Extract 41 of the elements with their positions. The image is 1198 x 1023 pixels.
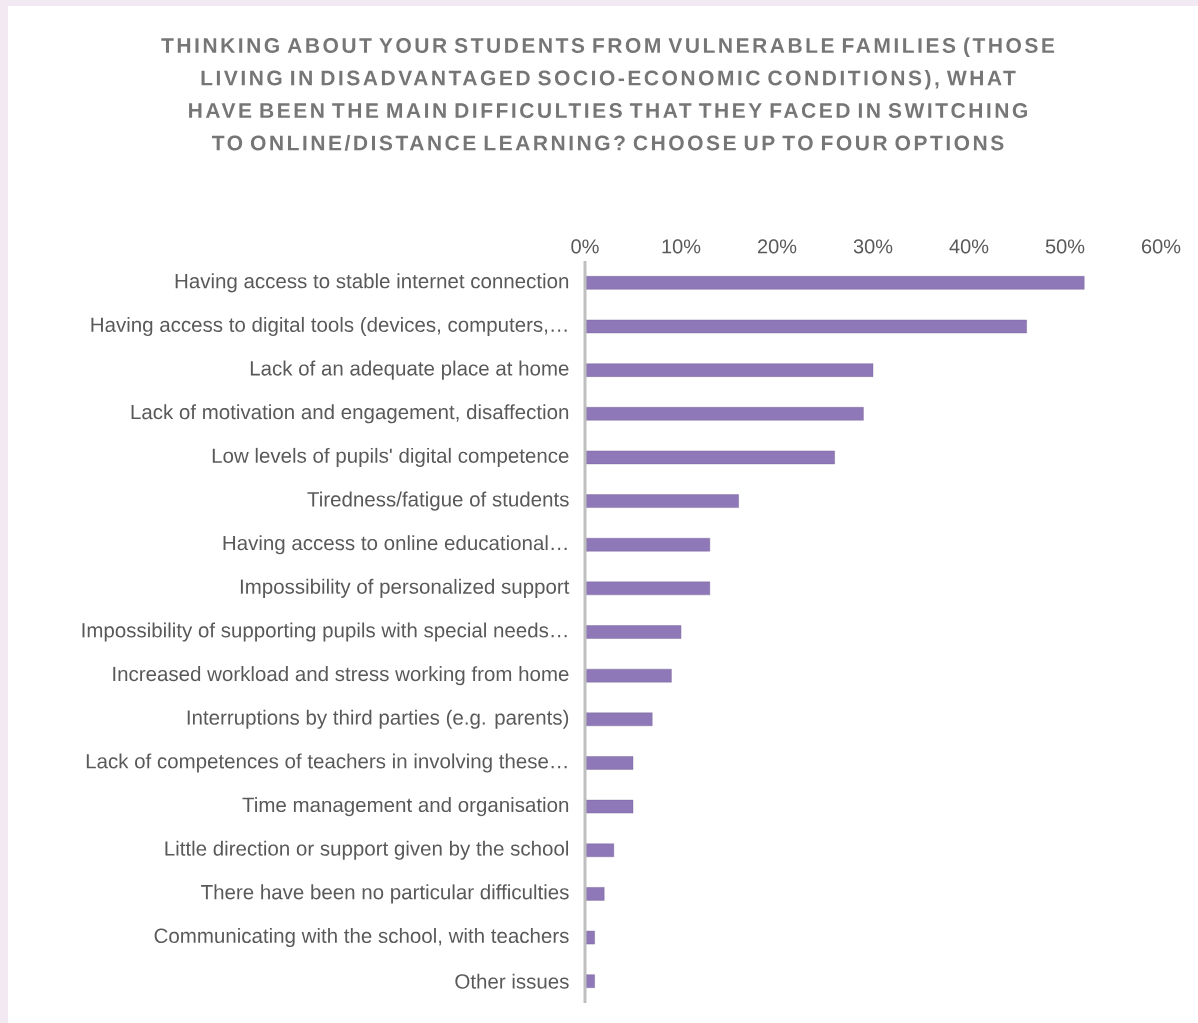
- y-tick-label: Interruptions by third parties (e.g. parents): [187, 709, 569, 729]
- bar: [584, 887, 605, 901]
- y-tick-label: Impossibility of supporting pupils with special needs…: [82, 622, 567, 642]
- y-tick-label: Having access to stable internet connection: [175, 273, 569, 293]
- y-tick-label: Lack of motivation and engagement, disaffection: [131, 404, 569, 424]
- bar: [584, 363, 874, 377]
- bar: [584, 712, 653, 727]
- y-tick-label: Communicating with the school, with teachers: [154, 928, 569, 948]
- x-tick-label: 60%: [1142, 239, 1181, 254]
- y-tick-label: Tiredness/fatigue of students: [307, 491, 569, 511]
- x-tick-label: 10%: [662, 239, 701, 254]
- y-tick-label: Time management and organisation: [242, 797, 569, 817]
- x-tick-label: 30%: [853, 239, 893, 254]
- y-tick-label: Lack of competences of teachers in involving these…: [86, 753, 567, 773]
- y-tick-label: Other issues: [455, 973, 569, 989]
- y-tick-label: Lack of an adequate place at home: [250, 360, 569, 380]
- x-tick-label: 40%: [949, 239, 989, 254]
- x-tick-label: 0%: [571, 239, 599, 254]
- bar: [584, 407, 864, 421]
- bar: [584, 799, 634, 814]
- bar: [584, 494, 739, 508]
- y-tick-label: Impossibility of personalized support: [240, 578, 570, 598]
- y-tick-label: Having access to digital tools (devices, computers,…: [91, 316, 567, 337]
- bar: [584, 276, 1085, 290]
- y-tick-label: Low levels of pupils' digital competence: [212, 447, 569, 467]
- x-tick-label: 20%: [757, 239, 797, 254]
- bar: [584, 450, 835, 465]
- y-tick-label: Little direction or support given by the school: [165, 840, 569, 860]
- bar: [584, 756, 634, 770]
- bar: [584, 843, 614, 857]
- bar: [584, 625, 682, 639]
- bar: [584, 319, 1027, 334]
- y-tick-label: Having access to online educational…: [223, 535, 567, 555]
- y-tick-label: Increased workload and stress working from home: [113, 666, 569, 686]
- y-tick-label: There have been no particular difficulties: [201, 884, 569, 904]
- bar: [584, 930, 595, 945]
- bar: [584, 538, 710, 552]
- x-tick-label: 50%: [1045, 239, 1085, 254]
- bar: [584, 668, 672, 683]
- chart-title: THINKING ABOUT YOUR STUDENTS FROM VULNERABLE FAMILIES (THOSE LIVING IN DISADVANTAGED SOCIO-ECONOMIC CONDITIONS), WHAT HAVE BEEN THE MAIN DIFFICULTIES THAT THEY FACED IN SWITCHING TO ONLINE/DISTANCE LEARNING? CHOOSE UP TO FOUR OPTIONS: [161, 37, 1055, 151]
- bar: [584, 581, 710, 596]
